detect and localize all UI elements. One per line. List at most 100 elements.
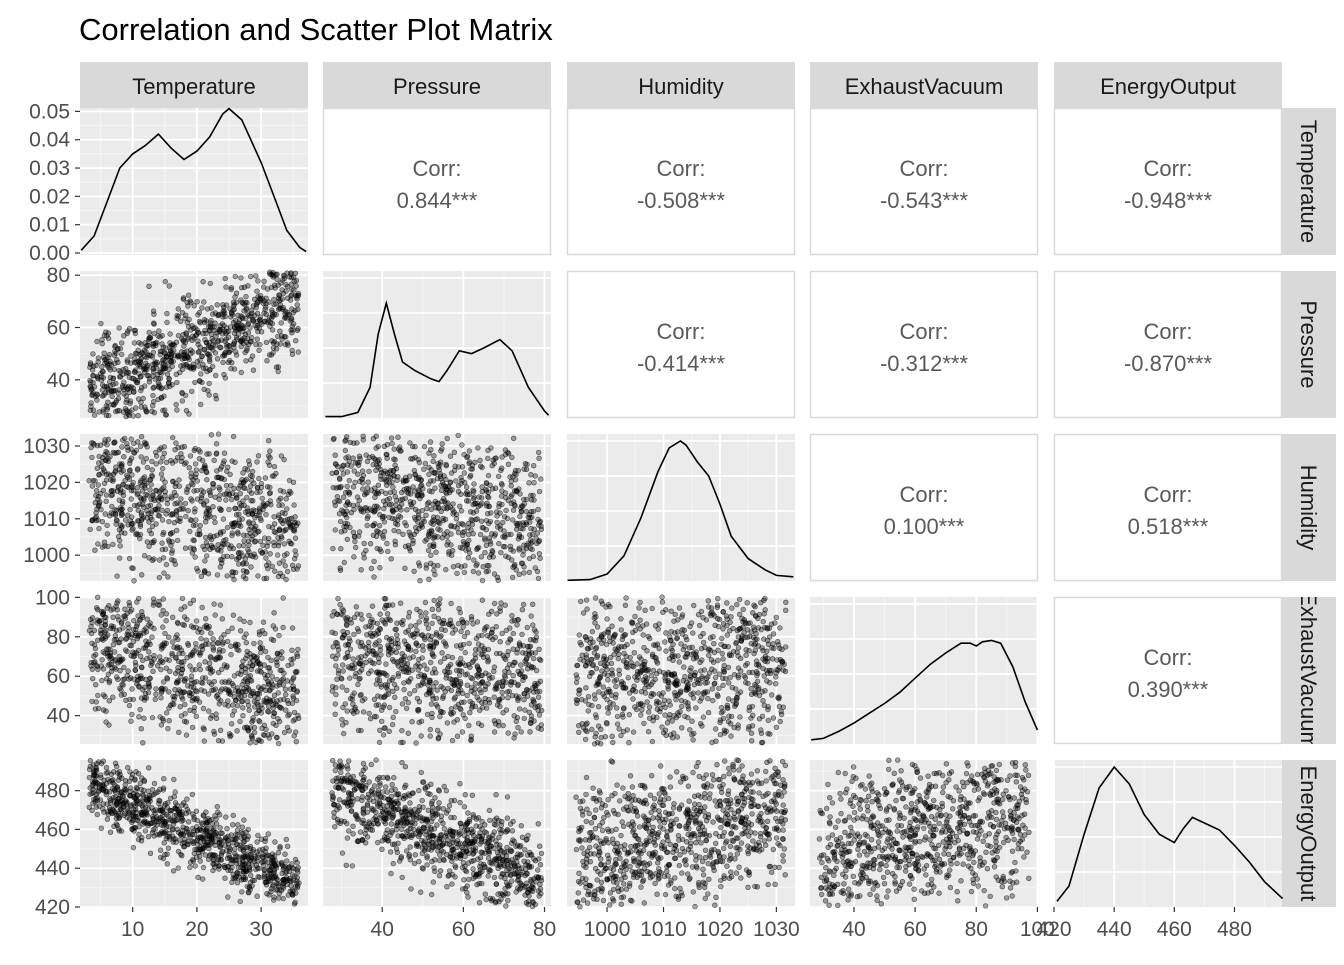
scatter-point bbox=[147, 330, 152, 335]
scatter-point bbox=[365, 486, 370, 491]
scatter-point bbox=[188, 708, 193, 713]
scatter-point bbox=[625, 728, 630, 733]
scatter-point bbox=[123, 518, 128, 523]
scatter-point bbox=[449, 706, 454, 711]
scatter-point bbox=[747, 708, 752, 713]
scatter-point bbox=[406, 647, 411, 652]
scatter-point bbox=[521, 602, 526, 607]
scatter-point bbox=[110, 394, 115, 399]
scatter-point bbox=[536, 517, 541, 522]
scatter-point bbox=[239, 694, 244, 699]
scatter-point bbox=[485, 456, 490, 461]
y-tick-label: 60 bbox=[47, 665, 70, 688]
scatter-point bbox=[179, 497, 184, 502]
scatter-point bbox=[132, 341, 137, 346]
scatter-point bbox=[225, 639, 230, 644]
scatter-point bbox=[711, 641, 716, 646]
scatter-point bbox=[531, 463, 536, 468]
scatter-point bbox=[115, 599, 120, 604]
scatter-point bbox=[498, 511, 503, 516]
scatter-point bbox=[118, 668, 123, 673]
scatter-point bbox=[155, 360, 160, 365]
scatter-point bbox=[434, 640, 439, 645]
scatter-point bbox=[480, 578, 485, 583]
scatter-point bbox=[701, 631, 706, 636]
scatter-point bbox=[101, 467, 106, 472]
scatter-point bbox=[726, 681, 731, 686]
scatter-point bbox=[235, 703, 240, 708]
scatter-point bbox=[93, 682, 98, 687]
scatter-point bbox=[645, 700, 650, 705]
scatter-point bbox=[445, 436, 450, 441]
scatter-point bbox=[143, 442, 148, 447]
scatter-point bbox=[275, 677, 280, 682]
scatter-point bbox=[179, 694, 184, 699]
scatter-point bbox=[508, 544, 513, 549]
scatter-point bbox=[345, 537, 350, 542]
scatter-point bbox=[458, 706, 463, 711]
scatter-point bbox=[244, 640, 249, 645]
scatter-point bbox=[166, 690, 171, 695]
scatter-point bbox=[268, 502, 273, 507]
scatter-point bbox=[461, 625, 466, 630]
scatter-point bbox=[128, 399, 133, 404]
scatter-point bbox=[111, 479, 116, 484]
scatter-point bbox=[745, 600, 750, 605]
scatter-point bbox=[226, 703, 231, 708]
scatter-point bbox=[285, 551, 290, 556]
scatter-point bbox=[524, 497, 529, 502]
scatter-point bbox=[422, 663, 427, 668]
scatter-point bbox=[382, 695, 387, 700]
scatter-point bbox=[102, 540, 107, 545]
scatter-point bbox=[379, 719, 384, 724]
scatter-point bbox=[114, 518, 119, 523]
scatter-point bbox=[126, 625, 131, 630]
scatter-point bbox=[158, 446, 163, 451]
scatter-point bbox=[602, 654, 607, 659]
scatter-point bbox=[501, 544, 506, 549]
scatter-point bbox=[157, 655, 162, 660]
scatter-point bbox=[173, 447, 178, 452]
scatter-point bbox=[377, 740, 382, 745]
scatter-point bbox=[395, 621, 400, 626]
scatter-point bbox=[295, 303, 300, 308]
scatter-point bbox=[147, 544, 152, 549]
scatter-point bbox=[119, 525, 124, 530]
scatter-point bbox=[743, 675, 748, 680]
scatter-point bbox=[258, 650, 263, 655]
scatter-point bbox=[151, 393, 156, 398]
scatter-point bbox=[269, 637, 274, 642]
scatter-point bbox=[359, 640, 364, 645]
scatter-point bbox=[207, 352, 212, 357]
scatter-point bbox=[432, 667, 437, 672]
scatter-point bbox=[150, 661, 155, 666]
scatter-point bbox=[213, 613, 218, 618]
scatter-point bbox=[138, 444, 143, 449]
scatter-point bbox=[369, 625, 374, 630]
scatter-point bbox=[143, 486, 148, 491]
scatter-point bbox=[282, 542, 287, 547]
scatter-point bbox=[112, 441, 117, 446]
scatter-point bbox=[372, 456, 377, 461]
scatter-point bbox=[291, 696, 296, 701]
scatter-point bbox=[339, 484, 344, 489]
scatter-point bbox=[167, 706, 172, 711]
scatter-point bbox=[612, 652, 617, 657]
scatter-point bbox=[281, 596, 286, 601]
scatter-point bbox=[577, 633, 582, 638]
scatter-point bbox=[146, 337, 151, 342]
scatter-point bbox=[291, 687, 296, 692]
scatter-point bbox=[677, 606, 682, 611]
scatter-point bbox=[236, 556, 241, 561]
scatter-point bbox=[283, 692, 288, 697]
scatter-point bbox=[160, 508, 165, 513]
scatter-point bbox=[511, 647, 516, 652]
scatter-point bbox=[215, 302, 220, 307]
scatter-point bbox=[381, 536, 386, 541]
scatter-point bbox=[499, 550, 504, 555]
corr-value: 0.844*** bbox=[397, 188, 478, 213]
scatter-point bbox=[505, 690, 510, 695]
scatter-point bbox=[95, 443, 100, 448]
scatter-point bbox=[198, 379, 203, 384]
